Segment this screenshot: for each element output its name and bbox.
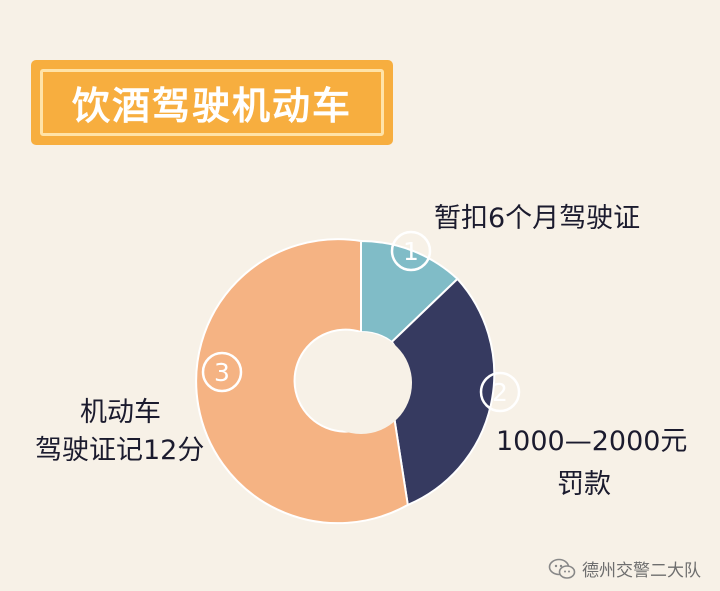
watermark-text: 德州交警二大队 xyxy=(582,561,701,581)
segment-3 xyxy=(195,238,409,525)
badge-2-number: 2 xyxy=(492,378,508,407)
segment-1-label: 暂扣6个月驾驶证 xyxy=(434,203,641,234)
badge-3-number: 3 xyxy=(214,358,230,387)
segment-2-label-line-1: 1000—2000元 xyxy=(496,426,688,457)
badge-2: 2 xyxy=(479,371,521,413)
page-title: 饮酒驾驶机动车 xyxy=(71,84,352,128)
segment-3-label-line-1: 机动车 xyxy=(80,397,161,428)
segment-3-label-line-2: 驾驶证记12分 xyxy=(35,435,205,466)
donut-hole xyxy=(310,332,412,434)
title-banner: 饮酒驾驶机动车 xyxy=(31,60,393,145)
chat-bubble-icon xyxy=(548,558,576,579)
badge-1-number: 1 xyxy=(403,237,419,266)
title-inner-border xyxy=(40,69,384,136)
badge-3: 3 xyxy=(201,351,243,393)
segment-1 xyxy=(360,239,459,344)
watermark: 德州交警二大队 xyxy=(548,556,701,581)
badge-1: 1 xyxy=(390,230,432,272)
segment-2-label-line-2: 罚款 xyxy=(557,469,611,500)
